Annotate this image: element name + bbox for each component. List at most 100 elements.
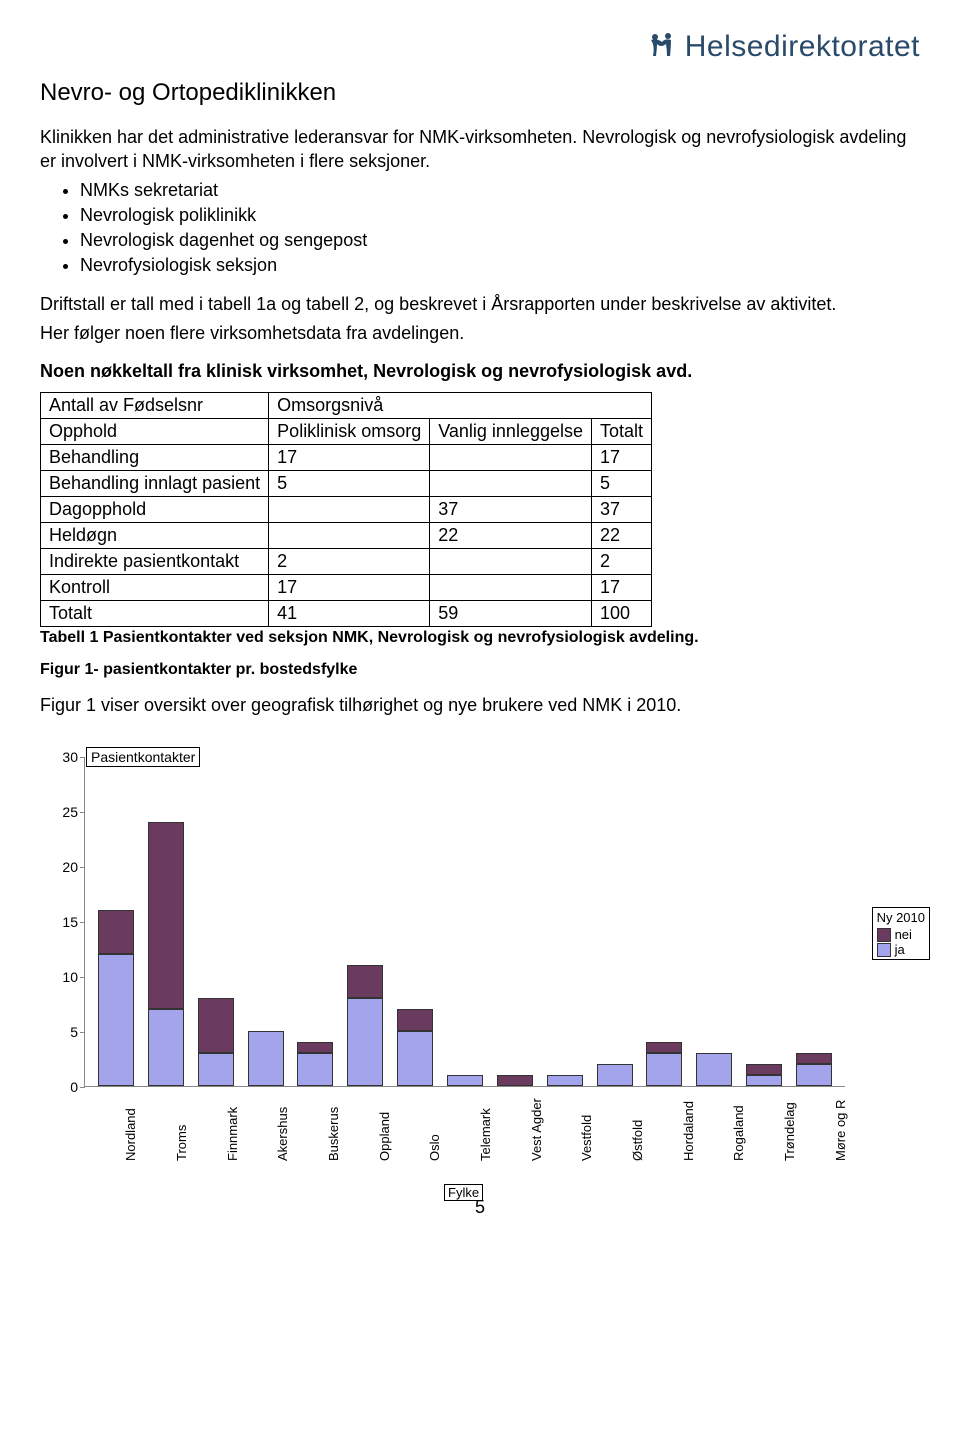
logo-icon (645, 30, 679, 64)
table-cell: 2 (592, 548, 652, 574)
table-cell: 37 (430, 496, 592, 522)
table-cell (430, 444, 592, 470)
table-cell: 5 (592, 470, 652, 496)
table-cell: 37 (592, 496, 652, 522)
table-cell (430, 548, 592, 574)
table-cell: 17 (592, 574, 652, 600)
table-heading: Noen nøkkeltall fra klinisk virksomhet, … (40, 361, 920, 382)
list-item: NMKs sekretariat (80, 178, 920, 203)
bar-segment-ja (297, 1053, 333, 1086)
bar (497, 1075, 533, 1086)
x-axis-title: Fylke (444, 1184, 483, 1201)
bar-segment-ja (198, 1053, 234, 1086)
bullet-list: NMKs sekretariat Nevrologisk poliklinikk… (40, 178, 920, 279)
bar-segment-nei (397, 1009, 433, 1031)
bar-segment-ja (597, 1064, 633, 1086)
table-cell: 41 (269, 600, 430, 626)
bar (198, 998, 234, 1086)
y-tick-label: 25 (52, 804, 78, 820)
bar-segment-nei (746, 1064, 782, 1075)
y-tick-label: 0 (52, 1079, 78, 1095)
bar-segment-nei (98, 910, 134, 954)
bar (796, 1053, 832, 1086)
table-cell: Omsorgsnivå (269, 392, 652, 418)
figure-caption: Figur 1- pasientkontakter pr. bostedsfyl… (40, 661, 920, 679)
bar-segment-ja (547, 1075, 583, 1086)
chart-plot-area (84, 757, 845, 1087)
bar-segment-ja (248, 1031, 284, 1086)
bar (597, 1064, 633, 1086)
list-item: Nevrofysiologisk seksjon (80, 253, 920, 278)
table-cell: Kontroll (41, 574, 269, 600)
legend-label: nei (895, 927, 912, 942)
table-cell: 100 (592, 600, 652, 626)
table-caption: Tabell 1 Pasientkontakter ved seksjon NM… (40, 629, 920, 647)
bar (297, 1042, 333, 1086)
table-cell: 17 (269, 444, 430, 470)
bar-chart: Pasientkontakter 051015202530 NordlandTr… (40, 747, 920, 1177)
table-cell: 5 (269, 470, 430, 496)
intro-paragraph-2a: Driftstall er tall med i tabell 1a og ta… (40, 292, 920, 316)
section-title: Nevro- og Ortopediklinikken (40, 79, 920, 107)
table-cell: Heldøgn (41, 522, 269, 548)
bar-segment-ja (646, 1053, 682, 1086)
bar-segment-nei (646, 1042, 682, 1053)
table-cell: Antall av Fødselsnr (41, 392, 269, 418)
y-tick-label: 10 (52, 969, 78, 985)
bar (646, 1042, 682, 1086)
legend-title: Ny 2010 (877, 910, 925, 925)
y-tick-label: 5 (52, 1024, 78, 1040)
table-cell: Poliklinisk omsorg (269, 418, 430, 444)
y-tick-label: 15 (52, 914, 78, 930)
bar-segment-ja (746, 1075, 782, 1086)
bar-segment-nei (497, 1075, 533, 1086)
table-cell (430, 470, 592, 496)
bar-segment-ja (796, 1064, 832, 1086)
brand-name: Helsedirektoratet (685, 30, 920, 64)
bar-segment-nei (796, 1053, 832, 1064)
y-tick-label: 20 (52, 859, 78, 875)
table-cell: Behandling innlagt pasient (41, 470, 269, 496)
table-cell: 22 (592, 522, 652, 548)
bar (447, 1075, 483, 1086)
bar-segment-ja (347, 998, 383, 1086)
intro-paragraph-2b: Her følger noen flere virksomhetsdata fr… (40, 321, 920, 345)
list-item: Nevrologisk poliklinikk (80, 203, 920, 228)
table-cell: Indirekte pasientkontakt (41, 548, 269, 574)
table-cell: Dagopphold (41, 496, 269, 522)
bar (696, 1053, 732, 1086)
table-cell: 2 (269, 548, 430, 574)
bar-segment-ja (696, 1053, 732, 1086)
table-cell: 17 (592, 444, 652, 470)
table-cell: Behandling (41, 444, 269, 470)
bar (148, 822, 184, 1086)
table-cell: 22 (430, 522, 592, 548)
legend-label: ja (895, 942, 905, 957)
table-cell (269, 496, 430, 522)
figure-description: Figur 1 viser oversikt over geografisk t… (40, 693, 920, 717)
table-cell: Totalt (41, 600, 269, 626)
data-table: Antall av Fødselsnr Omsorgsnivå Opphold … (40, 392, 652, 627)
brand-header: Helsedirektoratet (40, 30, 920, 69)
table-cell (430, 574, 592, 600)
intro-paragraph-1: Klinikken har det administrative lederan… (40, 125, 920, 174)
bar (547, 1075, 583, 1086)
bar-segment-ja (397, 1031, 433, 1086)
x-tick-label: Møre og R (833, 1125, 919, 1161)
table-cell: 17 (269, 574, 430, 600)
list-item: Nevrologisk dagenhet og sengepost (80, 228, 920, 253)
table-cell: Vanlig innleggelse (430, 418, 592, 444)
bar (248, 1031, 284, 1086)
bar (98, 910, 134, 1086)
bar-segment-ja (447, 1075, 483, 1086)
bar-segment-ja (148, 1009, 184, 1086)
bar (397, 1009, 433, 1086)
chart-legend: Ny 2010 nei ja (872, 907, 930, 960)
bar (746, 1064, 782, 1086)
bar-segment-nei (198, 998, 234, 1053)
table-cell (269, 522, 430, 548)
bar-segment-nei (148, 822, 184, 1009)
table-cell: 59 (430, 600, 592, 626)
legend-swatch-nei (877, 928, 891, 942)
bar-segment-nei (347, 965, 383, 998)
